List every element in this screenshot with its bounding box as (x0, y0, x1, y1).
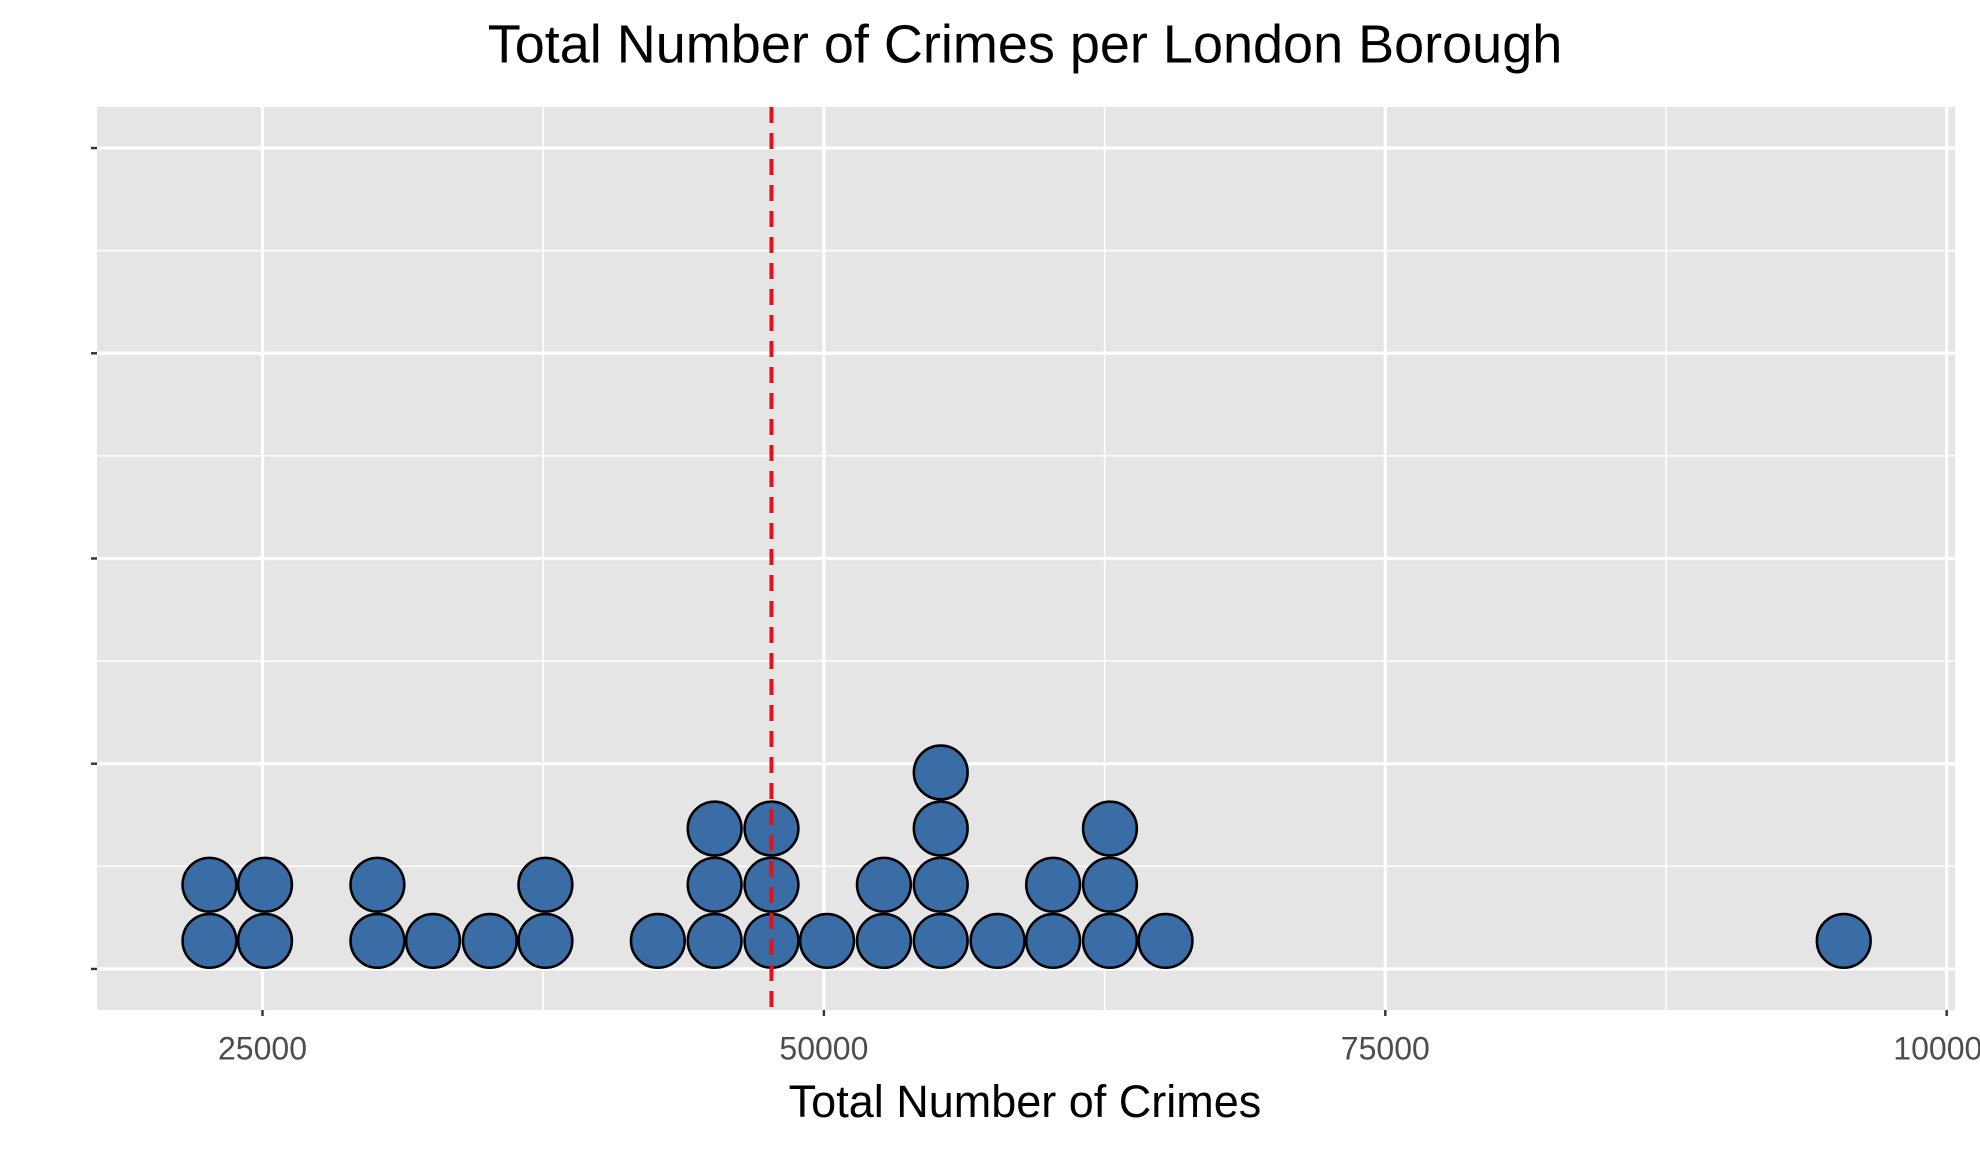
x-tick-label: 100000 (1893, 1030, 1980, 1066)
dot (1137, 912, 1194, 970)
dot (969, 912, 1026, 970)
dot (798, 912, 856, 970)
dot (404, 912, 462, 970)
chart-title: Total Number of Crimes per London Boroug… (488, 14, 1563, 74)
dot (686, 912, 743, 970)
dot (517, 856, 574, 913)
dot (517, 912, 574, 970)
dot (181, 912, 238, 970)
dot (181, 856, 238, 913)
dot (1081, 856, 1139, 913)
x-tick-label: 50000 (779, 1030, 868, 1066)
dot (686, 856, 743, 913)
dot (629, 912, 686, 970)
dot (236, 856, 294, 913)
marks (181, 744, 1872, 970)
dot (912, 744, 969, 801)
dot (1024, 856, 1082, 913)
dot (1081, 912, 1139, 970)
dot (349, 856, 406, 913)
dot (1081, 800, 1139, 857)
dot (743, 800, 800, 857)
dot (912, 800, 969, 857)
grid (91, 107, 1955, 1016)
dot (1815, 912, 1872, 970)
x-axis-title: Total Number of Crimes (789, 1076, 1262, 1127)
dot (855, 856, 913, 913)
dot (743, 856, 800, 913)
dot (349, 912, 406, 970)
x-tick-label: 75000 (1341, 1030, 1430, 1066)
dot (855, 912, 913, 970)
dot (912, 912, 969, 970)
dot (1024, 912, 1082, 970)
dot (912, 856, 969, 913)
dot (461, 912, 519, 970)
x-tick-label: 25000 (218, 1030, 307, 1066)
dot (686, 800, 743, 857)
dot (236, 912, 294, 970)
